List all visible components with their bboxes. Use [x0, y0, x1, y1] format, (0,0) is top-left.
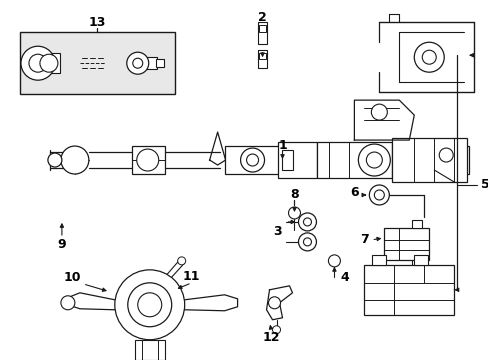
- Circle shape: [413, 42, 443, 72]
- Bar: [20, 32, 174, 94]
- Bar: [281, 150, 293, 170]
- Circle shape: [137, 149, 159, 171]
- Bar: [258, 25, 265, 32]
- Circle shape: [138, 293, 162, 317]
- Circle shape: [246, 154, 258, 166]
- Circle shape: [61, 296, 75, 310]
- Bar: [411, 260, 422, 268]
- Circle shape: [303, 218, 311, 226]
- Circle shape: [366, 152, 382, 168]
- Circle shape: [272, 326, 280, 334]
- Text: 7: 7: [359, 233, 368, 246]
- Text: 3: 3: [273, 225, 281, 238]
- Circle shape: [29, 54, 47, 72]
- Text: 6: 6: [349, 186, 358, 199]
- Bar: [277, 142, 317, 178]
- Circle shape: [48, 153, 62, 167]
- Bar: [135, 340, 164, 360]
- Bar: [411, 220, 422, 228]
- Bar: [413, 255, 427, 265]
- Text: 2: 2: [258, 11, 266, 24]
- Text: 1: 1: [278, 139, 286, 152]
- Circle shape: [115, 270, 184, 340]
- Circle shape: [438, 148, 452, 162]
- Bar: [155, 59, 163, 67]
- Text: 9: 9: [58, 238, 66, 251]
- Circle shape: [303, 238, 311, 246]
- Circle shape: [240, 148, 264, 172]
- Circle shape: [268, 297, 280, 309]
- Bar: [224, 146, 468, 174]
- Bar: [38, 53, 60, 73]
- Text: 13: 13: [88, 16, 105, 29]
- Text: 5: 5: [480, 179, 488, 192]
- Bar: [257, 22, 266, 44]
- Circle shape: [61, 146, 89, 174]
- Text: 12: 12: [262, 331, 280, 344]
- Circle shape: [21, 46, 55, 80]
- Circle shape: [374, 190, 384, 200]
- Bar: [257, 50, 266, 68]
- Circle shape: [358, 144, 389, 176]
- Circle shape: [298, 233, 316, 251]
- Circle shape: [177, 257, 185, 265]
- Circle shape: [126, 52, 148, 74]
- Bar: [371, 255, 386, 265]
- Circle shape: [133, 58, 142, 68]
- Circle shape: [370, 104, 386, 120]
- Circle shape: [422, 50, 435, 64]
- Circle shape: [368, 185, 388, 205]
- Bar: [391, 138, 466, 182]
- Bar: [258, 53, 265, 59]
- Text: 10: 10: [63, 271, 81, 284]
- Bar: [133, 57, 157, 69]
- Text: 8: 8: [289, 189, 298, 202]
- Circle shape: [127, 283, 171, 327]
- Circle shape: [40, 54, 58, 72]
- Bar: [364, 265, 453, 315]
- Circle shape: [288, 207, 300, 219]
- Circle shape: [298, 213, 316, 231]
- Bar: [131, 146, 164, 174]
- Text: 4: 4: [339, 271, 348, 284]
- Circle shape: [328, 255, 340, 267]
- Bar: [384, 228, 428, 260]
- Bar: [317, 142, 391, 178]
- Text: 11: 11: [183, 270, 200, 283]
